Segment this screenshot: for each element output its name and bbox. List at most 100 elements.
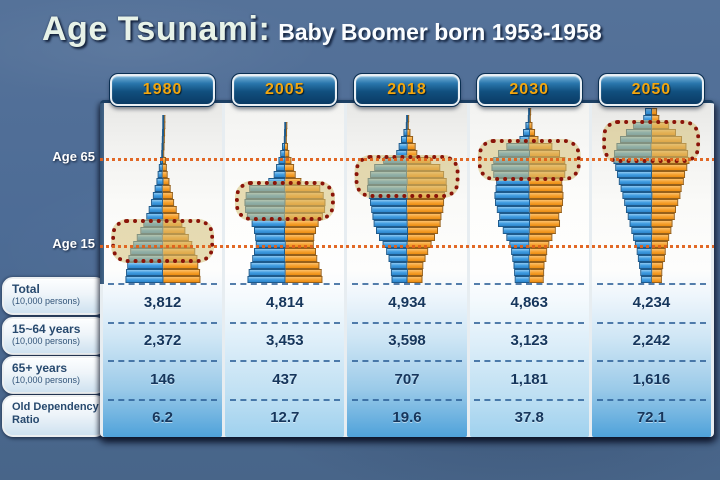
population-pyramid-2018 <box>347 103 466 283</box>
pyramid-bar-left-half <box>283 136 286 143</box>
pyramid-bar <box>248 269 322 276</box>
pyramid-bar-left-half <box>619 178 652 185</box>
pyramid-bar-left-half <box>502 227 530 234</box>
pyramid-bar <box>376 227 439 234</box>
pyramid-bar-right-half <box>530 115 532 122</box>
value-cells-2018: 4,934 3,598 707 19.6 <box>347 283 466 437</box>
pyramid-bar-left-half <box>252 255 286 262</box>
pyramid-bar-right-half <box>529 206 562 213</box>
pyramid-bar-left-half <box>497 206 530 213</box>
pyramid-bar-right-half <box>285 276 323 283</box>
pyramid-bar-left-half <box>626 206 652 213</box>
row-header-unit: (10,000 persons) <box>12 336 81 346</box>
pyramid-bar <box>641 276 662 283</box>
year-columns-row: 3,812 2,372 146 6.2 4,814 3,453 437 12.7 4,934 3,… <box>103 103 712 438</box>
pyramid-bar-right-half <box>651 220 673 227</box>
pyramid-bar-right-half <box>285 262 320 269</box>
pyramid-bar <box>161 122 165 129</box>
pyramid-bar-right-half <box>407 213 442 220</box>
pyramid-bar-left-half <box>495 199 530 206</box>
value-text: 146 <box>150 370 176 388</box>
pyramid-bar-right-half <box>407 255 426 262</box>
pyramid-bar <box>619 178 684 185</box>
pyramid-bar-left-half <box>513 262 530 269</box>
value-cell-2005-row2: 437 <box>225 360 344 399</box>
year-column-2018: 4,934 3,598 707 19.6 <box>347 103 467 437</box>
pyramid-bar-left-half <box>248 269 286 276</box>
pyramid-bar-left-half <box>633 234 652 241</box>
pyramid-bar <box>405 122 409 129</box>
value-cells-2030: 4,863 3,123 1,181 37.8 <box>470 283 589 437</box>
pyramid-bar-left-half <box>523 129 530 136</box>
pyramid-bar-right-half <box>163 164 167 171</box>
value-text: 437 <box>272 370 298 388</box>
age-65-label: Age 65 <box>52 149 95 164</box>
pyramid-bar <box>161 115 165 122</box>
pyramid-bar-right-half <box>529 234 552 241</box>
pyramid-bar-right-half <box>285 220 319 227</box>
value-text: 1,181 <box>510 370 548 388</box>
pyramid-bar <box>160 150 165 157</box>
value-text: 12.7 <box>270 409 300 427</box>
pyramid-bar-left-half <box>639 262 652 269</box>
pyramid-bar-right-half <box>529 213 559 220</box>
pyramid-bar <box>157 171 168 178</box>
pyramid-bar-left-half <box>281 143 286 150</box>
value-cell-2018-row1: 3,598 <box>347 321 466 361</box>
pyramid-bar <box>156 178 170 185</box>
pyramid-bar-right-half <box>407 234 436 241</box>
value-text: 4,814 <box>266 293 304 311</box>
pyramid-bar-left-half <box>406 115 409 122</box>
slide-title: Age Tsunami: Baby Boomer born 1953-1958 <box>42 10 702 49</box>
pyramid-bar-right-half <box>407 269 424 276</box>
pyramid-bar <box>158 164 167 171</box>
pyramid-bar-right-half <box>407 248 428 255</box>
pyramid-bar <box>247 276 323 283</box>
pyramid-bar-right-half <box>529 122 533 129</box>
pyramid-bar-right-half <box>407 276 423 283</box>
row-header-label: Total <box>12 282 40 296</box>
value-cell-1980-row3: 6.2 <box>103 398 222 438</box>
pyramid-bar-right-half <box>530 108 532 115</box>
pyramid-bar <box>125 269 200 276</box>
pyramid-bar-left-half <box>528 115 531 122</box>
pyramid-bar-left-half <box>525 122 530 129</box>
title-main: Age Tsunami: <box>42 10 271 48</box>
pyramid-bar-right-half <box>651 199 679 206</box>
pyramid-bar <box>514 269 545 276</box>
value-cells-1980: 3,812 2,372 146 6.2 <box>103 283 222 437</box>
value-cell-2005-row3: 12.7 <box>225 398 344 438</box>
pyramid-bar-right-half <box>285 136 287 143</box>
pyramid-bar <box>275 164 294 171</box>
population-pyramid-2005 <box>225 103 344 283</box>
pyramid-bar-right-half <box>651 108 658 115</box>
value-text: 19.6 <box>392 409 422 427</box>
pyramid-bar-right-half <box>529 192 564 199</box>
age-15-reference-line <box>100 245 714 248</box>
pyramid-bar-left-half <box>161 122 164 129</box>
pyramid-bar <box>523 129 536 136</box>
pyramid-bar <box>273 171 297 178</box>
pyramid-bar <box>495 185 563 192</box>
pyramid-bar-right-half <box>285 171 297 178</box>
pyramid-bar <box>617 171 686 178</box>
pyramid-bar-right-half <box>285 129 287 136</box>
pyramid-bar <box>161 143 165 150</box>
pyramid-bar-left-half <box>125 269 164 276</box>
pyramid-bar-right-half <box>285 248 316 255</box>
pyramid-bar-left-half <box>255 234 286 241</box>
value-cell-2030-row2: 1,181 <box>470 360 589 399</box>
pyramid-bar-right-half <box>407 143 416 150</box>
pyramid-bar-left-half <box>624 199 652 206</box>
pyramid-bar <box>637 248 666 255</box>
pyramid-bar-right-half <box>529 255 546 262</box>
pyramid-bar-left-half <box>152 192 164 199</box>
pyramid-bar-right-half <box>407 136 413 143</box>
pyramid-bar <box>502 227 556 234</box>
pyramid-bar-left-half <box>405 122 408 129</box>
pyramid-bar-left-half <box>161 129 164 136</box>
pyramid-bar <box>154 185 171 192</box>
value-cell-2018-row2: 707 <box>347 360 466 399</box>
pyramid-bar-right-half <box>163 143 165 150</box>
pyramid-bar-left-half <box>621 185 652 192</box>
